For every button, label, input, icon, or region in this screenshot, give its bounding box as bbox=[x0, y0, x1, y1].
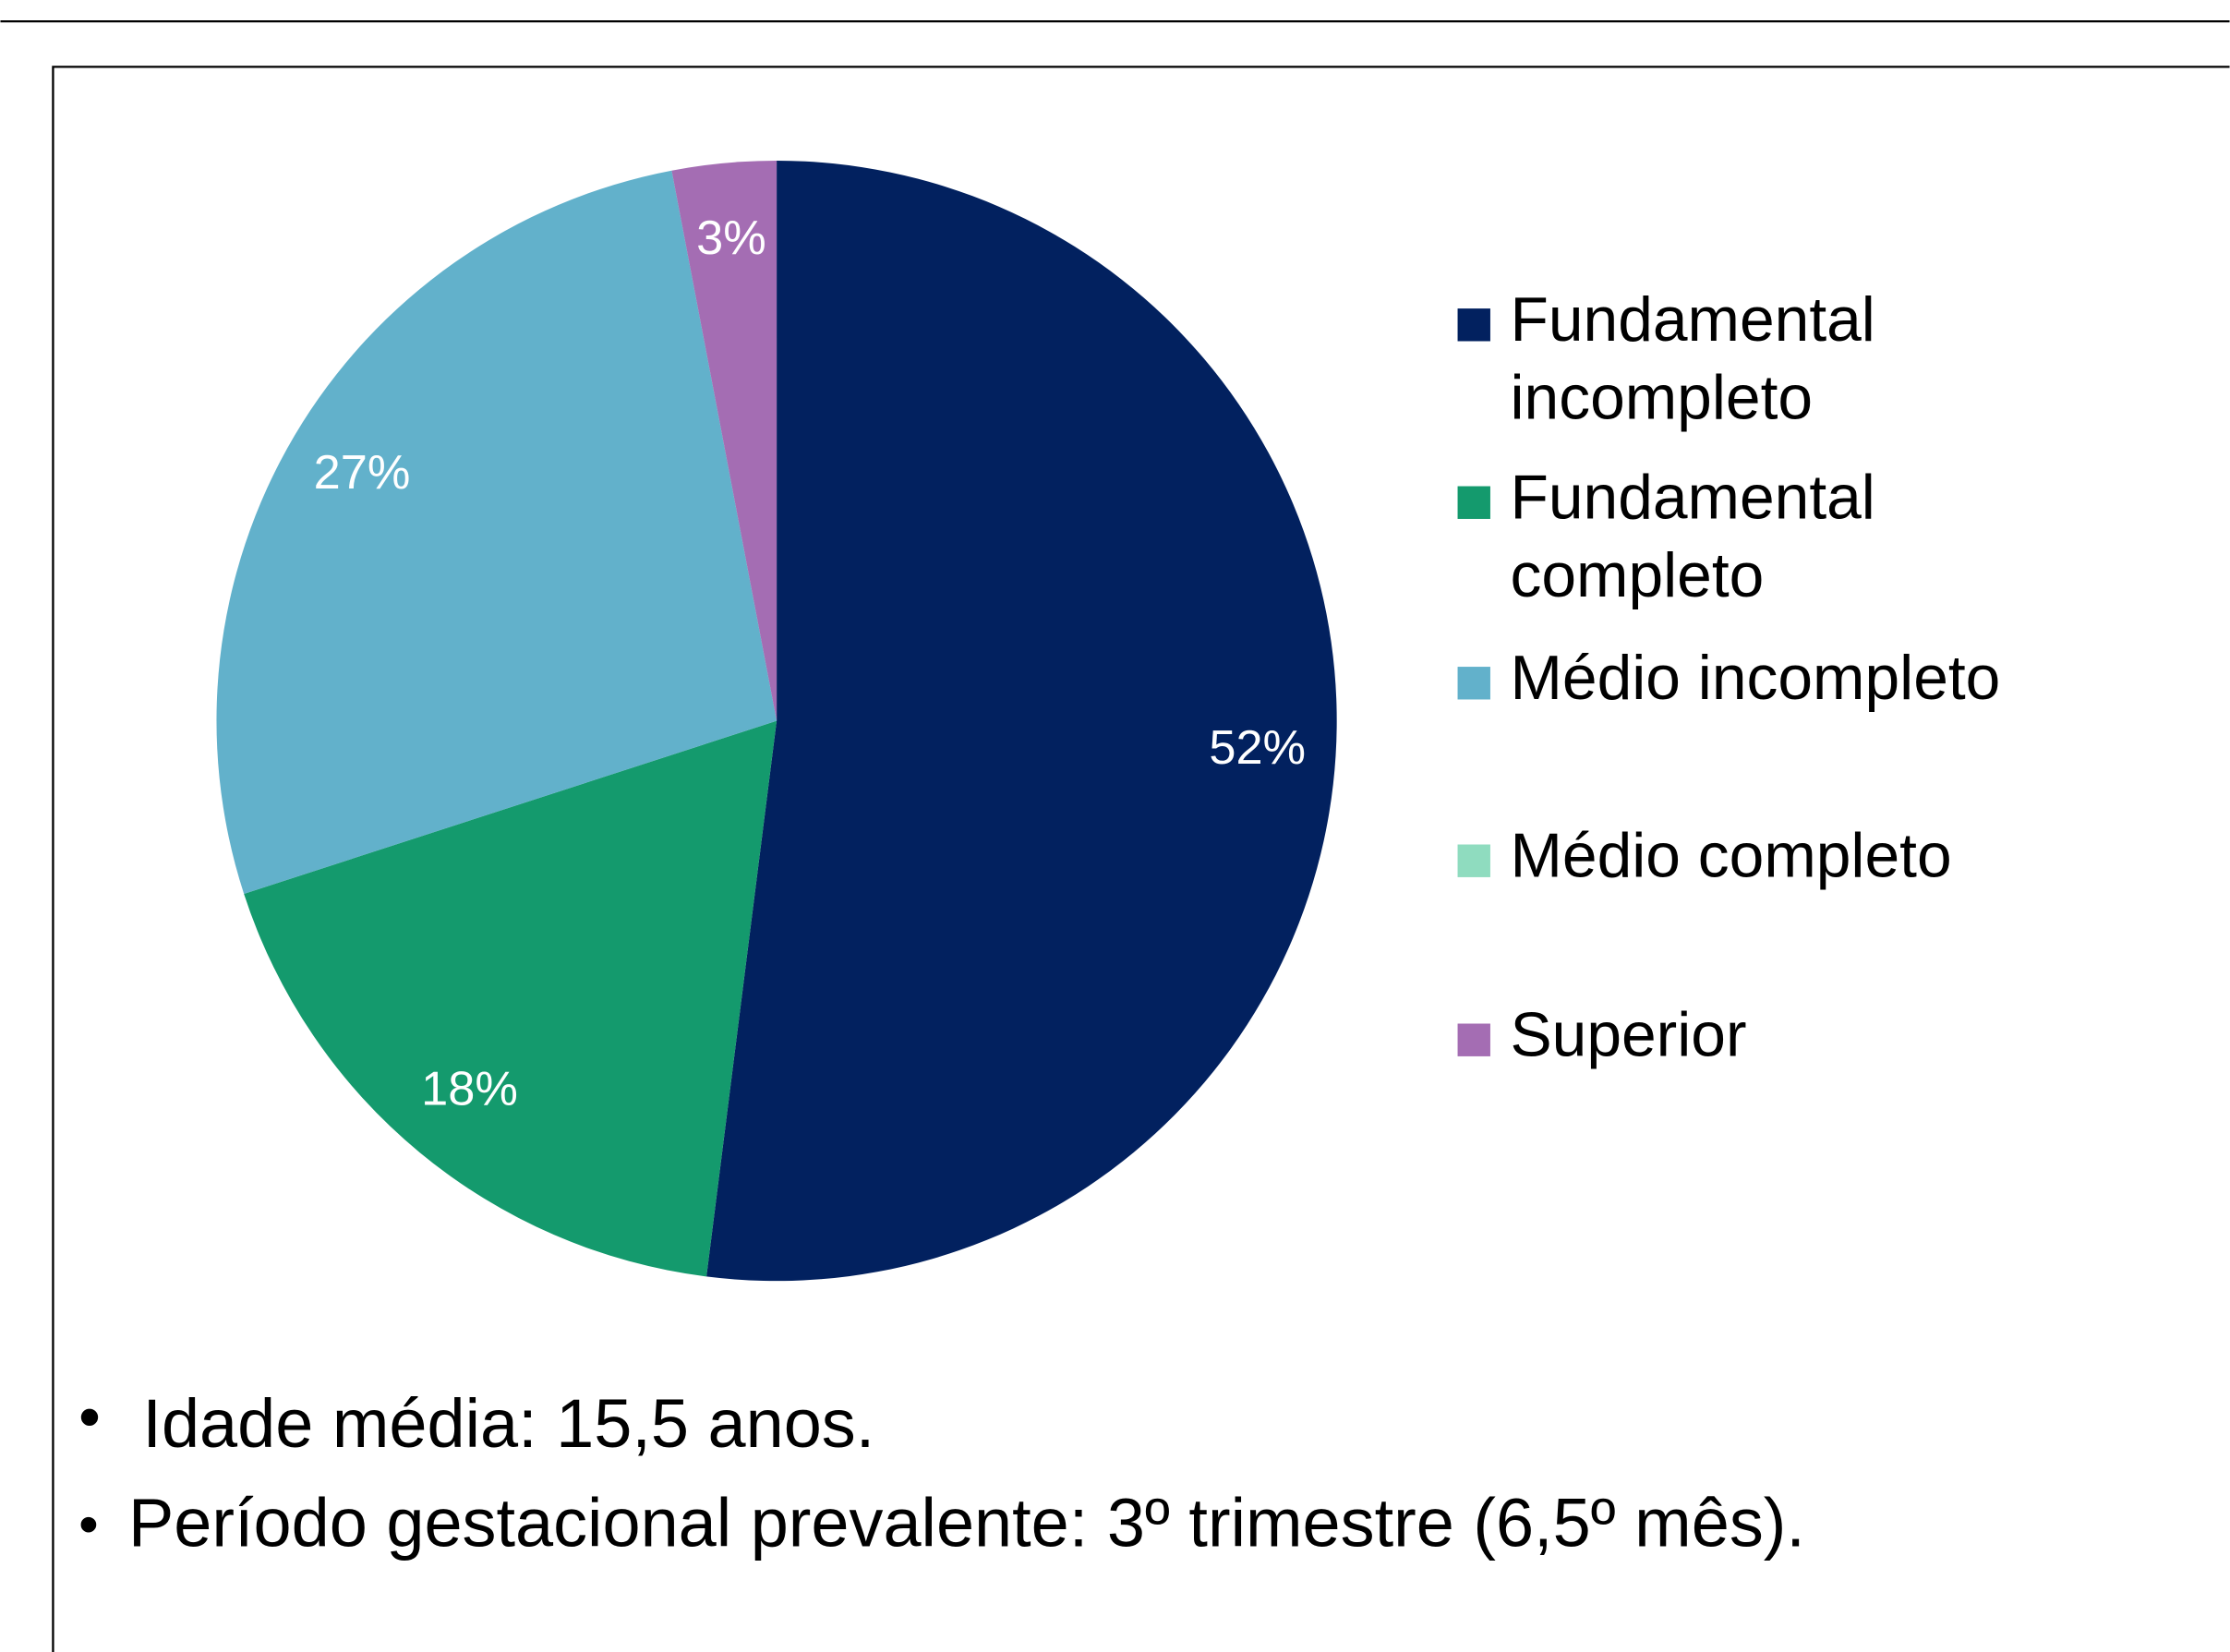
legend-label: Fundamental completo bbox=[1511, 463, 1875, 610]
legend-label: Médio incompleto bbox=[1511, 644, 2001, 713]
pie-slice bbox=[216, 170, 777, 895]
pie-slice bbox=[671, 160, 777, 721]
legend-label: Superior bbox=[1511, 1000, 1747, 1069]
legend-swatch bbox=[1457, 667, 1490, 700]
legend-label: Médio completo bbox=[1511, 821, 1952, 890]
note: Idade média: 15,5 anos. bbox=[142, 1385, 874, 1462]
legend-label: Fundamental incompleto bbox=[1511, 285, 1875, 433]
legend-swatch bbox=[1457, 1023, 1490, 1056]
pie-slice bbox=[244, 720, 777, 1277]
data-label: 3% bbox=[696, 211, 766, 265]
bullet: • bbox=[78, 1382, 101, 1452]
frame bbox=[52, 66, 2230, 1652]
bullet: • bbox=[78, 1492, 99, 1556]
legend-swatch bbox=[1457, 844, 1490, 877]
data-label: 18% bbox=[421, 1062, 518, 1115]
data-label: 52% bbox=[1209, 721, 1306, 775]
note: Período gestacional prevalente: 3º trime… bbox=[128, 1485, 1805, 1562]
legend-swatch bbox=[1457, 486, 1490, 519]
data-label: 27% bbox=[314, 446, 411, 500]
legend-swatch bbox=[1457, 308, 1490, 342]
pie-slice bbox=[706, 160, 1337, 1282]
